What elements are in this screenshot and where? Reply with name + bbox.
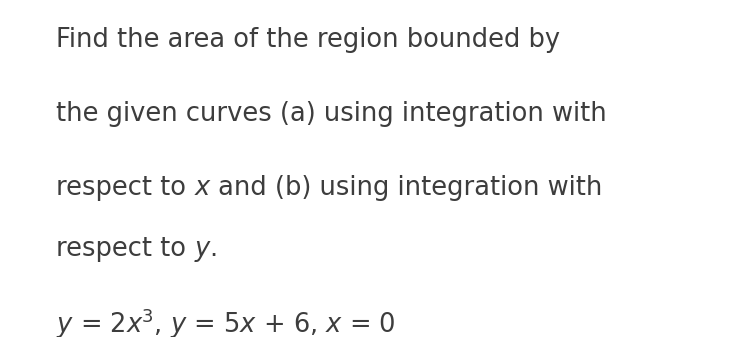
Text: respect to: respect to: [56, 236, 194, 262]
Text: the given curves (a) using integration with: the given curves (a) using integration w…: [56, 101, 607, 127]
Text: y: y: [194, 236, 209, 262]
Text: Find the area of the region bounded by: Find the area of the region bounded by: [56, 27, 560, 53]
Text: x: x: [194, 175, 209, 201]
Text: respect to: respect to: [56, 175, 194, 201]
Text: $\it{y}$ = 2$\it{x}$$^3$, $\it{y}$ = 5$\it{x}$ + 6, $\it{x}$ = 0: $\it{y}$ = 2$\it{x}$$^3$, $\it{y}$ = 5$\…: [56, 307, 396, 337]
Text: and (b) using integration with: and (b) using integration with: [209, 175, 602, 201]
Text: .: .: [209, 236, 218, 262]
